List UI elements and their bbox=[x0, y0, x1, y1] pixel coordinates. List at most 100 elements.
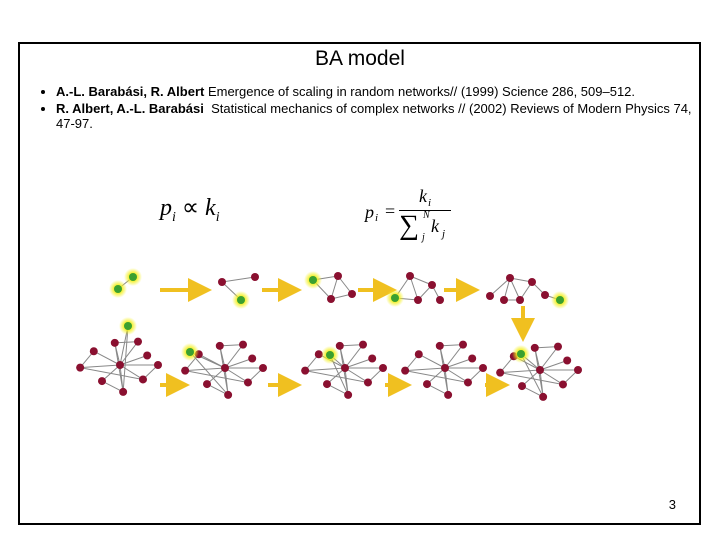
reference-authors: A.-L. Barabási, R. Albert bbox=[56, 84, 205, 99]
new-node bbox=[391, 294, 399, 302]
node bbox=[530, 343, 539, 352]
edge bbox=[500, 369, 541, 374]
reference-text: Emergence of scaling in random networks/… bbox=[204, 84, 636, 99]
node bbox=[414, 350, 423, 359]
edge bbox=[539, 346, 559, 371]
node bbox=[468, 354, 477, 363]
node bbox=[221, 364, 229, 372]
edge bbox=[344, 344, 364, 369]
node bbox=[574, 366, 582, 374]
node bbox=[428, 281, 436, 289]
reference-text: Statistical mechanics of complex network… bbox=[56, 101, 696, 131]
slide-title: BA model bbox=[315, 47, 405, 70]
node bbox=[335, 341, 344, 350]
reference: R. Albert, A.-L. Barabási Statistical me… bbox=[56, 101, 706, 131]
symbol: p bbox=[160, 195, 172, 221]
symbol: k bbox=[205, 195, 216, 221]
edge bbox=[344, 358, 373, 369]
node bbox=[563, 356, 572, 365]
relation: = bbox=[385, 201, 396, 221]
node bbox=[435, 341, 444, 350]
edge bbox=[185, 370, 249, 383]
node bbox=[248, 354, 257, 363]
node bbox=[215, 341, 224, 350]
node bbox=[181, 366, 190, 375]
node bbox=[536, 366, 544, 374]
node bbox=[89, 347, 98, 356]
edge bbox=[122, 325, 129, 392]
fraction-bar bbox=[399, 210, 451, 211]
node bbox=[359, 340, 367, 349]
subscript: i bbox=[375, 212, 379, 224]
node bbox=[348, 290, 356, 298]
edge bbox=[405, 367, 446, 372]
edge bbox=[344, 367, 369, 383]
node bbox=[368, 354, 377, 363]
node bbox=[414, 296, 422, 304]
node bbox=[554, 342, 562, 351]
new-node bbox=[556, 296, 564, 304]
node bbox=[459, 340, 467, 349]
node bbox=[323, 380, 332, 389]
sum-limit: j bbox=[422, 232, 425, 243]
edge bbox=[119, 355, 148, 366]
node bbox=[224, 390, 233, 399]
edge bbox=[444, 344, 464, 369]
reference-authors: R. Albert, A.-L. Barabási bbox=[56, 101, 204, 116]
edge bbox=[80, 364, 121, 369]
new-node bbox=[237, 296, 245, 304]
page-number: 3 bbox=[668, 497, 676, 512]
new-node bbox=[309, 276, 317, 284]
node bbox=[516, 296, 524, 304]
slide-frame bbox=[18, 42, 701, 525]
subscript: i bbox=[172, 209, 176, 225]
symbol: k bbox=[419, 186, 427, 206]
edge bbox=[539, 360, 568, 371]
node bbox=[518, 382, 527, 391]
node bbox=[406, 272, 414, 280]
edge bbox=[509, 277, 521, 301]
edge bbox=[444, 358, 473, 369]
edge bbox=[330, 275, 339, 300]
edge bbox=[80, 367, 144, 380]
node bbox=[119, 387, 128, 396]
node bbox=[76, 363, 85, 372]
node bbox=[506, 274, 514, 282]
node bbox=[154, 361, 162, 369]
formula: pi ∝ ki bbox=[160, 193, 220, 226]
node bbox=[143, 351, 152, 360]
edge bbox=[409, 275, 419, 301]
new-node bbox=[129, 273, 137, 281]
node bbox=[314, 350, 323, 359]
new-node bbox=[186, 348, 194, 356]
edge bbox=[305, 370, 369, 383]
node bbox=[327, 295, 335, 303]
node bbox=[379, 364, 387, 372]
node bbox=[500, 296, 508, 304]
node bbox=[486, 292, 494, 300]
node bbox=[423, 380, 432, 389]
edge bbox=[418, 353, 446, 369]
subscript: i bbox=[428, 197, 432, 209]
node bbox=[239, 340, 247, 349]
node bbox=[541, 291, 549, 299]
node bbox=[558, 380, 567, 389]
node bbox=[436, 296, 444, 304]
edge bbox=[224, 358, 253, 369]
edge bbox=[189, 351, 229, 396]
node bbox=[363, 378, 372, 387]
node bbox=[401, 366, 410, 375]
reference: A.-L. Barabási, R. Albert Emergence of s… bbox=[56, 84, 706, 99]
new-node bbox=[124, 322, 132, 330]
node bbox=[444, 390, 453, 399]
node bbox=[134, 337, 142, 346]
symbol: k bbox=[431, 216, 439, 236]
node bbox=[110, 338, 119, 347]
relation: ∝ bbox=[181, 195, 200, 221]
node bbox=[344, 390, 353, 399]
edge bbox=[221, 276, 256, 283]
node bbox=[218, 278, 226, 286]
node bbox=[243, 378, 252, 387]
